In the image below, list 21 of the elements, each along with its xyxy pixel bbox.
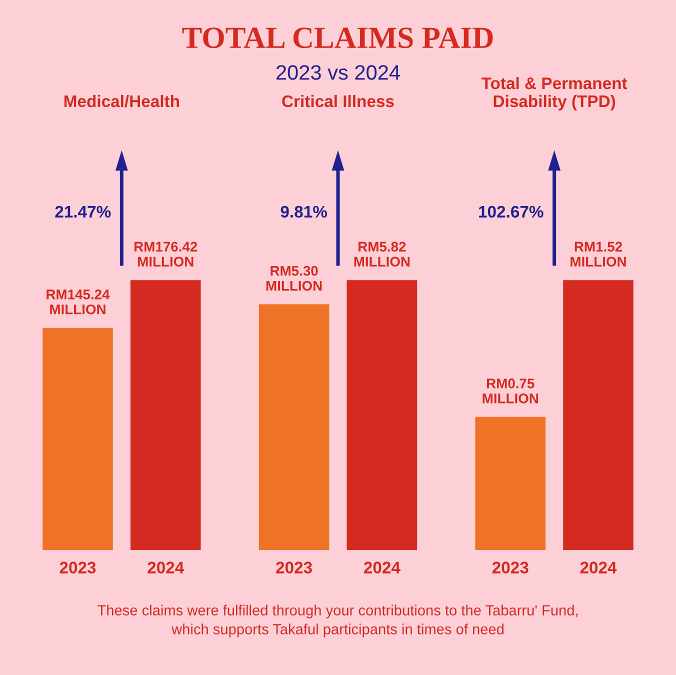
text: 21.47% (55, 206, 111, 218)
data-label: RM145.24 MILLION (46, 290, 110, 314)
x-tick-label: 2023 (60, 562, 96, 574)
text: These claims were fulfilled through your contributions to the Tabarru' Fund, which supports Takaful participants in times of need (98, 604, 578, 638)
x-tick-label: 2024 (364, 562, 400, 574)
x-tick-label: 2023 (492, 562, 528, 574)
text: 9.81% (280, 206, 328, 218)
chart-title: Total & Permanent Disability (TPD) (482, 76, 628, 110)
data-label: RM1.52 MILLION (570, 242, 626, 267)
text: 2023 vs 2024 (276, 65, 400, 80)
text: TOTAL CLAIMS PAID (182, 28, 493, 48)
data-label: RM176.42 MILLION (134, 242, 198, 267)
x-tick-label: 2024 (580, 562, 617, 574)
x-tick-label: 2024 (148, 562, 184, 574)
data-label: RM5.30 MILLION (266, 266, 322, 291)
data-label: RM5.82 MILLION (354, 242, 410, 267)
x-tick-label: 2023 (276, 562, 312, 574)
chart-title: Medical/Health (64, 94, 179, 108)
text: 102.67% (479, 206, 544, 218)
chart-title: Critical Illness (282, 94, 394, 108)
data-label: RM0.75 MILLION (482, 378, 538, 404)
